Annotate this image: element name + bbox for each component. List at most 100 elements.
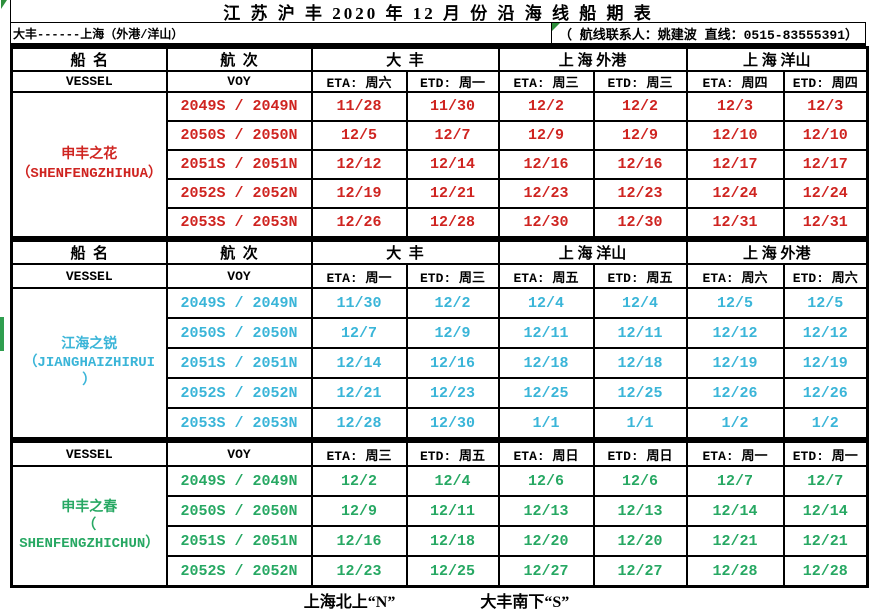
port-header: 大 丰 bbox=[310, 46, 500, 72]
schedule-date: 12/25 bbox=[592, 377, 688, 409]
schedule-date: 12/20 bbox=[592, 525, 688, 557]
schedule-row: 申丰之春 （ SHENFENGZHICHUN） 2049S / 2049N 12/2… bbox=[10, 465, 869, 588]
etd-label: ETD: 周一 bbox=[782, 440, 869, 467]
schedule-date: 12/7 bbox=[405, 120, 500, 151]
schedule-date: 12/17 bbox=[685, 149, 785, 180]
voy-header-cn: 航 次 bbox=[165, 46, 313, 72]
cell-flag-icon bbox=[552, 23, 560, 31]
contact-cell: （ 航线联系人：姚建波 直线：0515-83555391） bbox=[552, 23, 865, 43]
footer-legend: 上海北上“N” 大丰南下“S” bbox=[0, 588, 873, 612]
schedule-date: 12/5 bbox=[685, 287, 785, 319]
schedule-date: 12/2 bbox=[310, 465, 408, 497]
schedule-date: 12/23 bbox=[497, 178, 595, 209]
schedule-date: 12/14 bbox=[782, 495, 869, 527]
subheader-band: 大丰------上海（外港/洋山） （ 航线联系人：姚建波 直线：0515-83… bbox=[10, 22, 866, 46]
schedule-date: 12/10 bbox=[685, 120, 785, 151]
schedule-table-jianghaizhirui: 船 名 航 次 大 丰 上 海 洋山 上 海 外港 VESSEL VOY ETA… bbox=[10, 239, 870, 440]
schedule-date: 12/26 bbox=[310, 207, 408, 239]
schedule-date: 12/14 bbox=[310, 347, 408, 379]
schedule-date: 12/9 bbox=[310, 495, 408, 527]
eta-label: ETA: 周五 bbox=[497, 263, 595, 289]
schedule-date: 12/19 bbox=[782, 347, 869, 379]
schedule-date: 12/21 bbox=[782, 525, 869, 557]
schedule-date: 12/28 bbox=[405, 207, 500, 239]
schedule-date: 12/9 bbox=[405, 317, 500, 349]
eta-label: ETA: 周一 bbox=[310, 263, 408, 289]
schedule-date: 12/6 bbox=[497, 465, 595, 497]
schedule-row: 2051S / 2051N 12/16 12/18 12/20 12/20 12/21 12… bbox=[12, 525, 869, 557]
vessel-name: 申丰之花 （SHENFENGZHIHUA） bbox=[10, 91, 168, 239]
schedule-date: 12/25 bbox=[405, 555, 500, 588]
route-label: 大丰------上海（外港/洋山） bbox=[11, 23, 552, 43]
schedule-date: 12/25 bbox=[497, 377, 595, 409]
schedule-date: 12/19 bbox=[310, 178, 408, 209]
schedule-date: 12/24 bbox=[782, 178, 869, 209]
etd-label: ETD: 周一 bbox=[405, 70, 500, 93]
schedule-date: 12/2 bbox=[405, 287, 500, 319]
schedule-date: 12/13 bbox=[497, 495, 595, 527]
vessel-header-en: VESSEL bbox=[10, 70, 168, 93]
eta-etd-header-row: VESSEL VOY ETA: 周一 ETD: 周三 ETA: 周五 ETD: … bbox=[10, 263, 869, 289]
schedule-date: 12/11 bbox=[405, 495, 500, 527]
schedule-row: 2052S / 2052N 12/21 12/23 12/25 12/25 12/26 12… bbox=[12, 377, 869, 409]
schedule-date: 12/26 bbox=[782, 377, 869, 409]
voyage-number: 2051S / 2051N bbox=[165, 149, 313, 180]
schedule-date: 12/27 bbox=[497, 555, 595, 588]
schedule-date: 12/3 bbox=[685, 91, 785, 122]
voyage-number: 2050S / 2050N bbox=[165, 317, 313, 349]
schedule-date: 12/16 bbox=[405, 347, 500, 379]
vessel-header-en: VESSEL bbox=[10, 263, 168, 289]
schedule-body: 申丰之花 （SHENFENGZHIHUA） 2049S / 2049N 11/28 1… bbox=[10, 91, 869, 239]
schedule-date: 12/3 bbox=[782, 91, 869, 122]
port-header-row: 船 名 航 次 大 丰 上 海 外港 上 海 洋山 bbox=[10, 46, 869, 72]
vessel-header-en: VESSEL bbox=[10, 440, 168, 467]
schedule-date: 12/12 bbox=[685, 317, 785, 349]
voyage-number: 2051S / 2051N bbox=[165, 525, 313, 557]
schedule-date: 1/1 bbox=[497, 407, 595, 440]
eta-label: ETA: 周日 bbox=[497, 440, 595, 467]
etd-label: ETD: 周四 bbox=[782, 70, 869, 93]
schedule-date: 12/30 bbox=[592, 207, 688, 239]
voy-header-en: VOY bbox=[165, 70, 313, 93]
eta-label: ETA: 周六 bbox=[310, 70, 408, 93]
schedule-date: 12/30 bbox=[497, 207, 595, 239]
voy-header-en: VOY bbox=[165, 263, 313, 289]
etd-label: ETD: 周六 bbox=[782, 263, 869, 289]
schedule-date: 12/4 bbox=[497, 287, 595, 319]
schedule-row: 江海之锐 （JIANGHAIZHIRUI ） 2049S / 2049N 11/30… bbox=[10, 287, 869, 440]
schedule-date: 12/13 bbox=[592, 495, 688, 527]
schedule-date: 12/16 bbox=[592, 149, 688, 180]
schedule-date: 12/28 bbox=[310, 407, 408, 440]
schedule-row: 2051S / 2051N 12/14 12/16 12/18 12/18 12/19 12… bbox=[12, 347, 869, 379]
south-legend: 大丰南下“S” bbox=[480, 594, 570, 611]
schedule-row: 2053S / 2053N 12/28 12/30 1/1 1/1 1/2 1/2 bbox=[12, 407, 869, 440]
page-title: 江 苏 沪 丰 2020 年 12 月 份 沿 海 线 船 期 表 bbox=[10, 0, 866, 23]
etd-label: ETD: 周三 bbox=[405, 263, 500, 289]
schedule-date: 12/20 bbox=[497, 525, 595, 557]
schedule-row: 2052S / 2052N 12/23 12/25 12/27 12/27 12/28 12… bbox=[12, 555, 869, 588]
etd-label: ETD: 周五 bbox=[592, 263, 688, 289]
schedule-table-shenfengzhihua: 船 名 航 次 大 丰 上 海 外港 上 海 洋山 VESSEL VOY ETA… bbox=[10, 46, 870, 239]
schedule-date: 12/14 bbox=[685, 495, 785, 527]
voy-header-cn: 航 次 bbox=[165, 239, 313, 265]
schedule-date: 12/9 bbox=[497, 120, 595, 151]
schedule-date: 1/1 bbox=[592, 407, 688, 440]
schedule-date: 12/4 bbox=[405, 465, 500, 497]
schedule-date: 12/5 bbox=[782, 287, 869, 319]
schedule-date: 12/9 bbox=[592, 120, 688, 151]
eta-label: ETA: 周四 bbox=[685, 70, 785, 93]
schedule-date: 12/2 bbox=[497, 91, 595, 122]
port-header: 上 海 外港 bbox=[497, 46, 688, 72]
voyage-number: 2052S / 2052N bbox=[165, 555, 313, 588]
schedule-row: 2052S / 2052N 12/19 12/21 12/23 12/23 12/24 12… bbox=[12, 178, 869, 209]
schedule-date: 12/28 bbox=[782, 555, 869, 588]
schedule-row: 2051S / 2051N 12/12 12/14 12/16 12/16 12/17 12… bbox=[12, 149, 869, 180]
port-header: 上 海 外港 bbox=[685, 239, 869, 265]
schedule-row: 2053S / 2053N 12/26 12/28 12/30 12/30 12/31 12… bbox=[12, 207, 869, 239]
schedule-date: 12/11 bbox=[592, 317, 688, 349]
vessel-header-cn: 船 名 bbox=[10, 46, 168, 72]
eta-label: ETA: 周六 bbox=[685, 263, 785, 289]
schedule-date: 12/21 bbox=[405, 178, 500, 209]
schedule-date: 1/2 bbox=[685, 407, 785, 440]
